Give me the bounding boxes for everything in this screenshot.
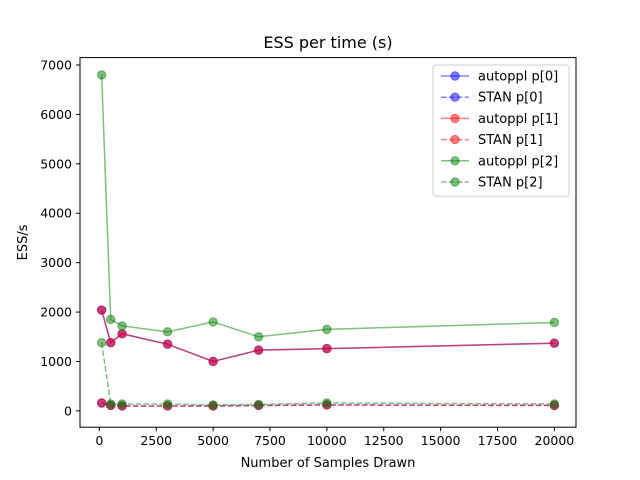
data-point (322, 343, 332, 354)
legend-swatch-marker (450, 92, 460, 102)
data-point (96, 398, 107, 408)
legend-entry-label: STAN p[2] (478, 176, 543, 191)
data-point (162, 327, 173, 337)
y-tick-label: 0 (64, 403, 72, 418)
x-tick-label: 5000 (197, 433, 229, 448)
legend-swatch-marker (450, 113, 460, 124)
data-point (549, 317, 560, 328)
data-point (322, 398, 332, 408)
x-tick-label: 15000 (421, 433, 461, 448)
axis-ticks: 0 2500 5000 7500 10000 12500 15000 17500 20000 0 1… (40, 58, 574, 449)
y-tick-label: 6000 (40, 107, 72, 122)
data-point (96, 305, 107, 315)
plot-area (96, 70, 560, 411)
data-point (162, 339, 173, 349)
legend-entry-label: STAN p[0] (478, 91, 543, 106)
legend-entry-label: STAN p[1] (478, 133, 543, 148)
data-point (549, 399, 560, 409)
y-tick-label: 7000 (40, 58, 72, 73)
legend-swatch-marker (450, 177, 460, 187)
legend-swatch-marker (450, 71, 460, 81)
data-point (106, 338, 116, 348)
data-point (117, 321, 127, 331)
data-point (549, 338, 560, 348)
data-point (117, 329, 127, 339)
axes-frame (79, 57, 577, 428)
data-point (253, 332, 264, 342)
x-tick-label: 2500 (140, 433, 172, 448)
data-point (208, 400, 218, 410)
legend: autoppl p[0] STAN p[0] autoppl p[1] STAN p[… (432, 64, 570, 197)
legend-entry-label: autoppl p[0] (478, 70, 558, 85)
y-tick-label: 5000 (40, 156, 72, 171)
legend-swatch-marker (450, 134, 460, 145)
data-point (96, 338, 107, 348)
chart-title: ESS per time (s) (263, 33, 392, 52)
x-tick-label: 20000 (535, 433, 575, 448)
data-point (253, 399, 264, 410)
y-tick-label: 4000 (40, 206, 72, 221)
y-tick-label: 2000 (40, 305, 72, 320)
x-tick-label: 7500 (254, 433, 286, 448)
x-tick-label: 12500 (364, 433, 404, 448)
data-point (208, 317, 218, 327)
legend-entry-label: autoppl p[2] (478, 154, 558, 169)
x-tick-label: 10000 (307, 433, 347, 448)
legend-swatch-marker (450, 156, 460, 166)
data-point (117, 399, 127, 409)
y-axis-label: ESS/s (16, 224, 31, 260)
y-tick-label: 1000 (40, 354, 72, 369)
y-tick-label: 3000 (40, 255, 72, 270)
x-tick-label: 0 (95, 433, 103, 448)
data-point (162, 399, 173, 409)
data-point (322, 324, 332, 335)
x-axis-label: Number of Samples Drawn (241, 456, 416, 471)
data-point (208, 356, 218, 367)
data-point (106, 314, 116, 325)
data-point (253, 345, 264, 355)
data-point (96, 70, 107, 80)
x-tick-label: 17500 (478, 433, 518, 448)
data-point (106, 399, 116, 409)
legend-entry-label: autoppl p[1] (478, 112, 558, 127)
